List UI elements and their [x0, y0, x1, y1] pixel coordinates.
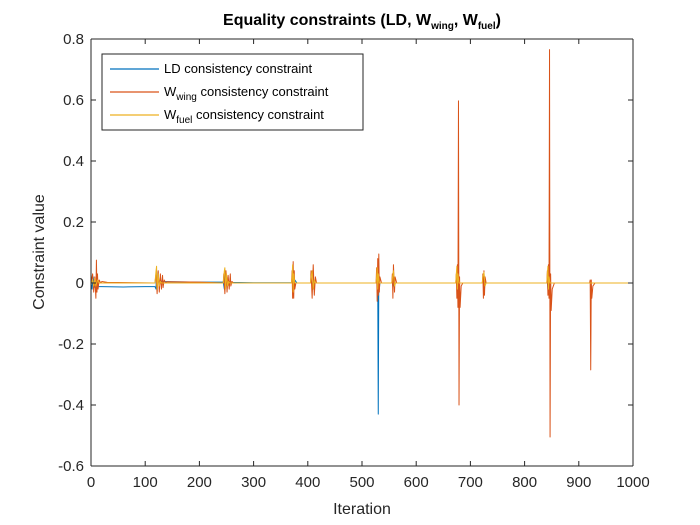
x-tick-label: 200	[187, 474, 212, 491]
title-separator: , W	[454, 12, 479, 29]
legend-wing-sub: wing	[175, 92, 197, 103]
title-sub-wing: wing	[430, 21, 454, 32]
x-tick-label: 500	[349, 474, 374, 491]
legend-wing-base: W	[164, 84, 177, 99]
y-tick-label: 0	[76, 275, 84, 292]
y-ticks: -0.6 -0.4 -0.2 0 0.2 0.4 0.6 0.8	[58, 31, 633, 475]
y-tick-label: 0.2	[63, 214, 84, 231]
y-tick-label: -0.6	[58, 458, 84, 475]
legend-fuel-base: W	[164, 107, 177, 122]
title-sub-fuel: fuel	[478, 21, 496, 32]
x-tick-label: 700	[458, 474, 483, 491]
x-tick-label: 800	[512, 474, 537, 491]
x-tick-label: 1000	[616, 474, 649, 491]
chart-title: Equality constraints (LD, Wwing, Wfuel)	[223, 12, 501, 32]
legend-label-wing: Wwing consistency constraint	[164, 84, 329, 103]
x-tick-label: 600	[404, 474, 429, 491]
x-axis-label: Iteration	[333, 501, 391, 518]
x-tick-label: 0	[87, 474, 95, 491]
legend-wing-text: consistency constraint	[197, 84, 329, 99]
legend-fuel-sub: fuel	[176, 115, 192, 126]
title-main: Equality constraints (LD, W	[223, 12, 432, 29]
title-end: )	[496, 12, 501, 29]
x-ticks: 0 100 200 300 400 500 600 700 800 900 1000	[87, 39, 650, 491]
legend-fuel-text: consistency constraint	[192, 107, 324, 122]
y-tick-label: -0.4	[58, 397, 84, 414]
y-tick-label: 0.4	[63, 153, 84, 170]
legend-label-fuel: Wfuel consistency constraint	[164, 107, 324, 126]
series-line-fuel	[90, 264, 633, 293]
series-layer	[90, 49, 633, 438]
x-tick-label: 900	[566, 474, 591, 491]
y-tick-label: 0.8	[63, 31, 84, 48]
x-tick-label: 300	[241, 474, 266, 491]
y-tick-label: -0.2	[58, 336, 84, 353]
legend: LD consistency constraint Wwing consiste…	[101, 53, 364, 131]
x-tick-label: 400	[295, 474, 320, 491]
x-tick-label: 100	[133, 474, 158, 491]
axes-frame	[90, 38, 634, 467]
y-axis-label: Constraint value	[31, 194, 48, 310]
y-tick-label: 0.6	[63, 92, 84, 109]
legend-label-ld: LD consistency constraint	[164, 61, 313, 76]
